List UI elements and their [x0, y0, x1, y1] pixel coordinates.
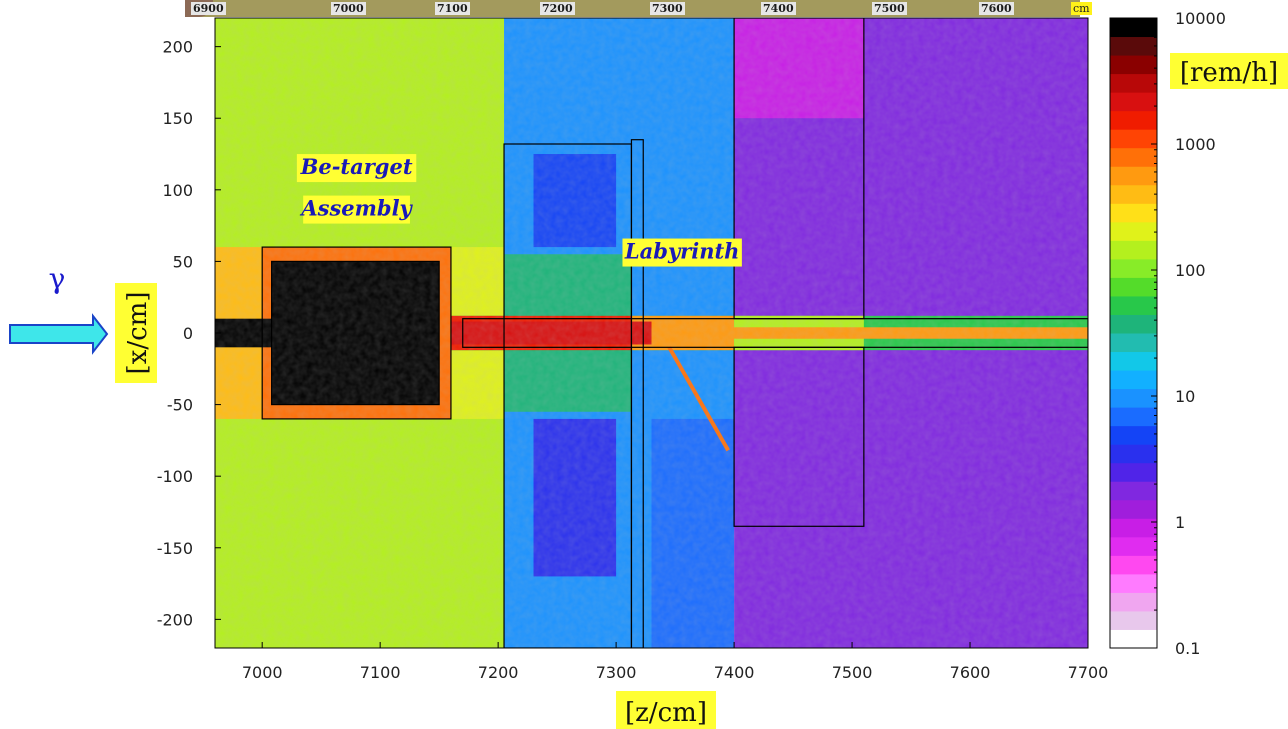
beam-indicator: γ — [9, 262, 109, 355]
y-tick-label: -200 — [157, 610, 193, 629]
x-tick-label: 7600 — [950, 663, 991, 682]
colorbar-swatch — [1110, 592, 1157, 612]
ruler-label: 7100 — [435, 2, 470, 15]
colorbar-swatch — [1110, 536, 1157, 556]
colorbar-tick-label: 1000 — [1175, 135, 1216, 154]
ruler-label: 7500 — [872, 2, 907, 15]
annotations: Be-target Assembly Labyrinth — [296, 154, 742, 267]
heatmap-texture — [215, 18, 1088, 648]
colorbar-tick-label: 10 — [1175, 387, 1195, 406]
y-tick-label: 200 — [162, 38, 193, 57]
y-tick-label: 150 — [162, 109, 193, 128]
y-tick-label: -100 — [157, 467, 193, 486]
colorbar-swatch — [1110, 333, 1157, 353]
ruler-label: 7400 — [761, 2, 796, 15]
colorbar-swatch — [1110, 388, 1157, 408]
x-axis-title: [z/cm] — [616, 691, 716, 729]
colorbar-swatch — [1110, 370, 1157, 390]
x-tick-label: 7200 — [478, 663, 519, 682]
annotation-label: Labyrinth — [624, 239, 740, 264]
x-tick-label: 7100 — [360, 663, 401, 682]
x-tick-label: 7000 — [242, 663, 283, 682]
x-axis: 7000 7100 7200 7300 7400 7500 7600 7700 — [242, 642, 1109, 682]
colorbar-swatch — [1110, 166, 1157, 186]
x-tick-label: 7300 — [596, 663, 637, 682]
y-tick-label: -50 — [167, 396, 193, 415]
y-axis-title-text: [x/cm] — [123, 292, 153, 375]
colorbar-swatch — [1110, 555, 1157, 575]
colorbar-swatch — [1110, 295, 1157, 315]
colorbar-swatch — [1110, 203, 1157, 223]
colorbar-tick-label: 0.1 — [1175, 639, 1200, 658]
x-tick-label: 7400 — [714, 663, 755, 682]
colorbar-swatch — [1110, 314, 1157, 334]
geometry-be-target-inner — [271, 260, 440, 406]
position-ruler: 6900 7000 7100 7200 7300 7400 7500 7600 — [185, 0, 1080, 17]
ruler-label: 7600 — [979, 2, 1014, 15]
colorbar-frame — [1109, 17, 1158, 649]
y-tick-label: -150 — [157, 539, 193, 558]
colorbar-unit-background — [1170, 53, 1288, 89]
geometry-shield-block-upper — [733, 18, 865, 320]
geometry-shield-block-lower — [733, 346, 865, 527]
y-axis-title: [x/cm] — [115, 283, 157, 383]
gamma-symbol: γ — [49, 262, 66, 295]
colorbar-swatch — [1110, 184, 1157, 204]
colorbar: 10000 1000 100 10 1 0.1 [rem/h] — [1109, 9, 1288, 658]
y-tick-label: 50 — [173, 252, 193, 271]
ruler-label: 7000 — [331, 2, 366, 15]
colorbar-swatch — [1110, 573, 1157, 593]
colorbar-swatch — [1110, 481, 1157, 501]
colorbar-swatch — [1110, 351, 1157, 371]
colorbar-swatch — [1110, 36, 1157, 56]
colorbar-unit-label: [rem/h] — [1180, 58, 1278, 88]
colorbar-swatch — [1110, 518, 1157, 538]
annotation-background — [622, 238, 742, 267]
x-tick-label: 7700 — [1068, 663, 1109, 682]
colorbar-tick-label: 10000 — [1175, 9, 1226, 28]
colorbar-swatch — [1110, 258, 1157, 278]
colorbar-swatch — [1110, 277, 1157, 297]
annotation-background — [303, 195, 410, 224]
colorbar-swatch — [1110, 92, 1157, 112]
y-tick-label: 100 — [162, 181, 193, 200]
x-tick-label: 7500 — [832, 663, 873, 682]
x-axis-title-background — [616, 691, 716, 729]
colorbar-swatch — [1110, 444, 1157, 464]
annotation-background — [296, 154, 417, 183]
annotation-label: Assembly — [299, 196, 413, 221]
colorbar-tick-label: 100 — [1175, 261, 1206, 280]
ruler-label: 7300 — [650, 2, 685, 15]
annotation-label: Be-target — [300, 154, 413, 179]
colorbar-swatch — [1110, 407, 1157, 427]
colorbar-swatch — [1110, 610, 1157, 630]
ruler-unit-label: cm — [1071, 2, 1092, 15]
colorbar-swatch — [1110, 18, 1157, 38]
y-tick-label: 0 — [183, 324, 193, 343]
y-axis: 200 150 100 50 0 -50 -100 -150 -200 — [157, 38, 221, 629]
geometry-be-target-outer — [261, 246, 452, 420]
colorbar-swatch — [1110, 221, 1157, 241]
colorbar-swatch — [1110, 147, 1157, 167]
colorbar-swatch — [1110, 462, 1157, 482]
beam-arrow-icon — [9, 313, 109, 355]
colorbar-swatch — [1110, 629, 1157, 649]
colorbar-swatch — [1110, 110, 1157, 130]
colorbar-swatch — [1110, 55, 1157, 75]
colorbar-swatch — [1110, 73, 1157, 93]
colorbar-tick-label: 1 — [1175, 513, 1185, 532]
colorbar-swatch — [1110, 129, 1157, 149]
y-axis-title-background — [115, 283, 157, 383]
colorbar-swatch — [1110, 240, 1157, 260]
ruler-label: 6900 — [191, 2, 226, 15]
colorbar-swatch — [1110, 499, 1157, 519]
ruler-label: 7200 — [540, 2, 575, 15]
colorbar-swatch — [1110, 425, 1157, 445]
x-axis-title-text: [z/cm] — [625, 698, 707, 728]
